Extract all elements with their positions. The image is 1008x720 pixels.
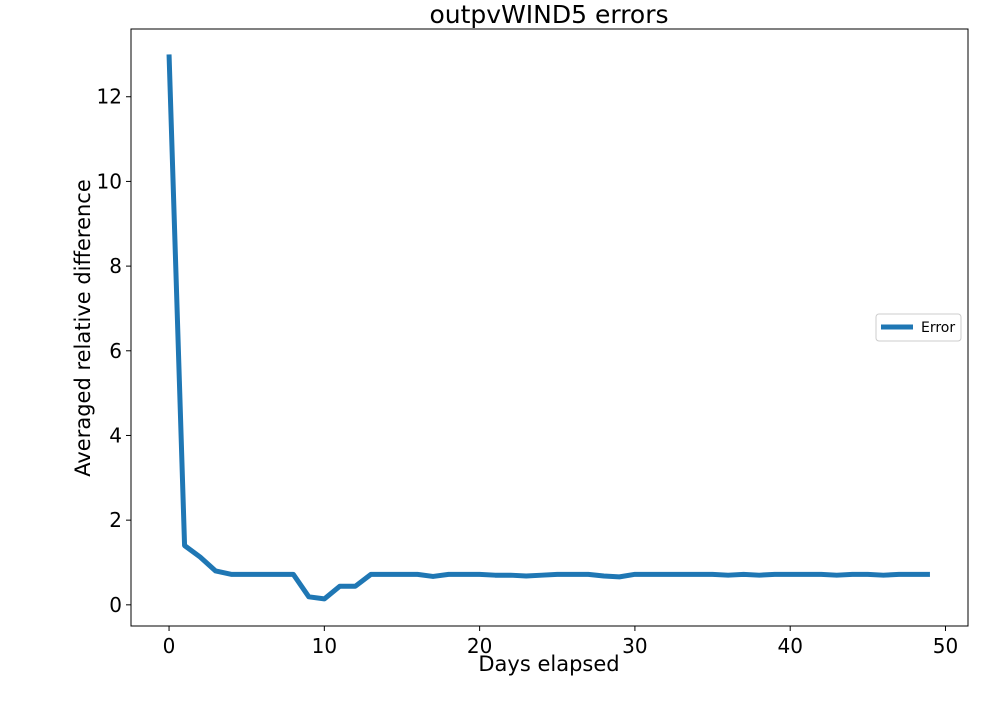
y-axis-ticks: 0 2 4 6 8 10 12 <box>97 85 131 617</box>
legend-box <box>875 313 962 342</box>
y-tick-label: 4 <box>109 423 122 447</box>
x-tick-label: 50 <box>933 634 958 658</box>
y-tick-label: 2 <box>109 508 122 532</box>
x-tick-label: 40 <box>777 634 802 658</box>
y-tick-label: 0 <box>109 593 122 617</box>
y-tick-label: 12 <box>97 85 122 109</box>
legend-label-error: Error <box>921 320 955 336</box>
x-tick-label: 0 <box>163 634 176 658</box>
series-line-error <box>166 54 930 602</box>
plot-lines <box>166 54 930 602</box>
chart-title: outpvWIND5 errors <box>429 0 668 29</box>
x-tick-label: 10 <box>312 634 337 658</box>
x-axis-label: Days elapsed <box>478 652 619 676</box>
y-axis-label: Averaged relative difference <box>71 179 95 477</box>
y-tick-label: 8 <box>109 254 122 278</box>
y-tick-label: 10 <box>97 169 122 193</box>
plot-frame <box>130 28 969 627</box>
x-axis-ticks: 0 10 20 30 40 50 <box>163 626 958 658</box>
legend: Error <box>875 313 962 342</box>
x-tick-label: 30 <box>622 634 647 658</box>
y-tick-label: 6 <box>109 339 122 363</box>
x-tick-label: 20 <box>467 634 492 658</box>
